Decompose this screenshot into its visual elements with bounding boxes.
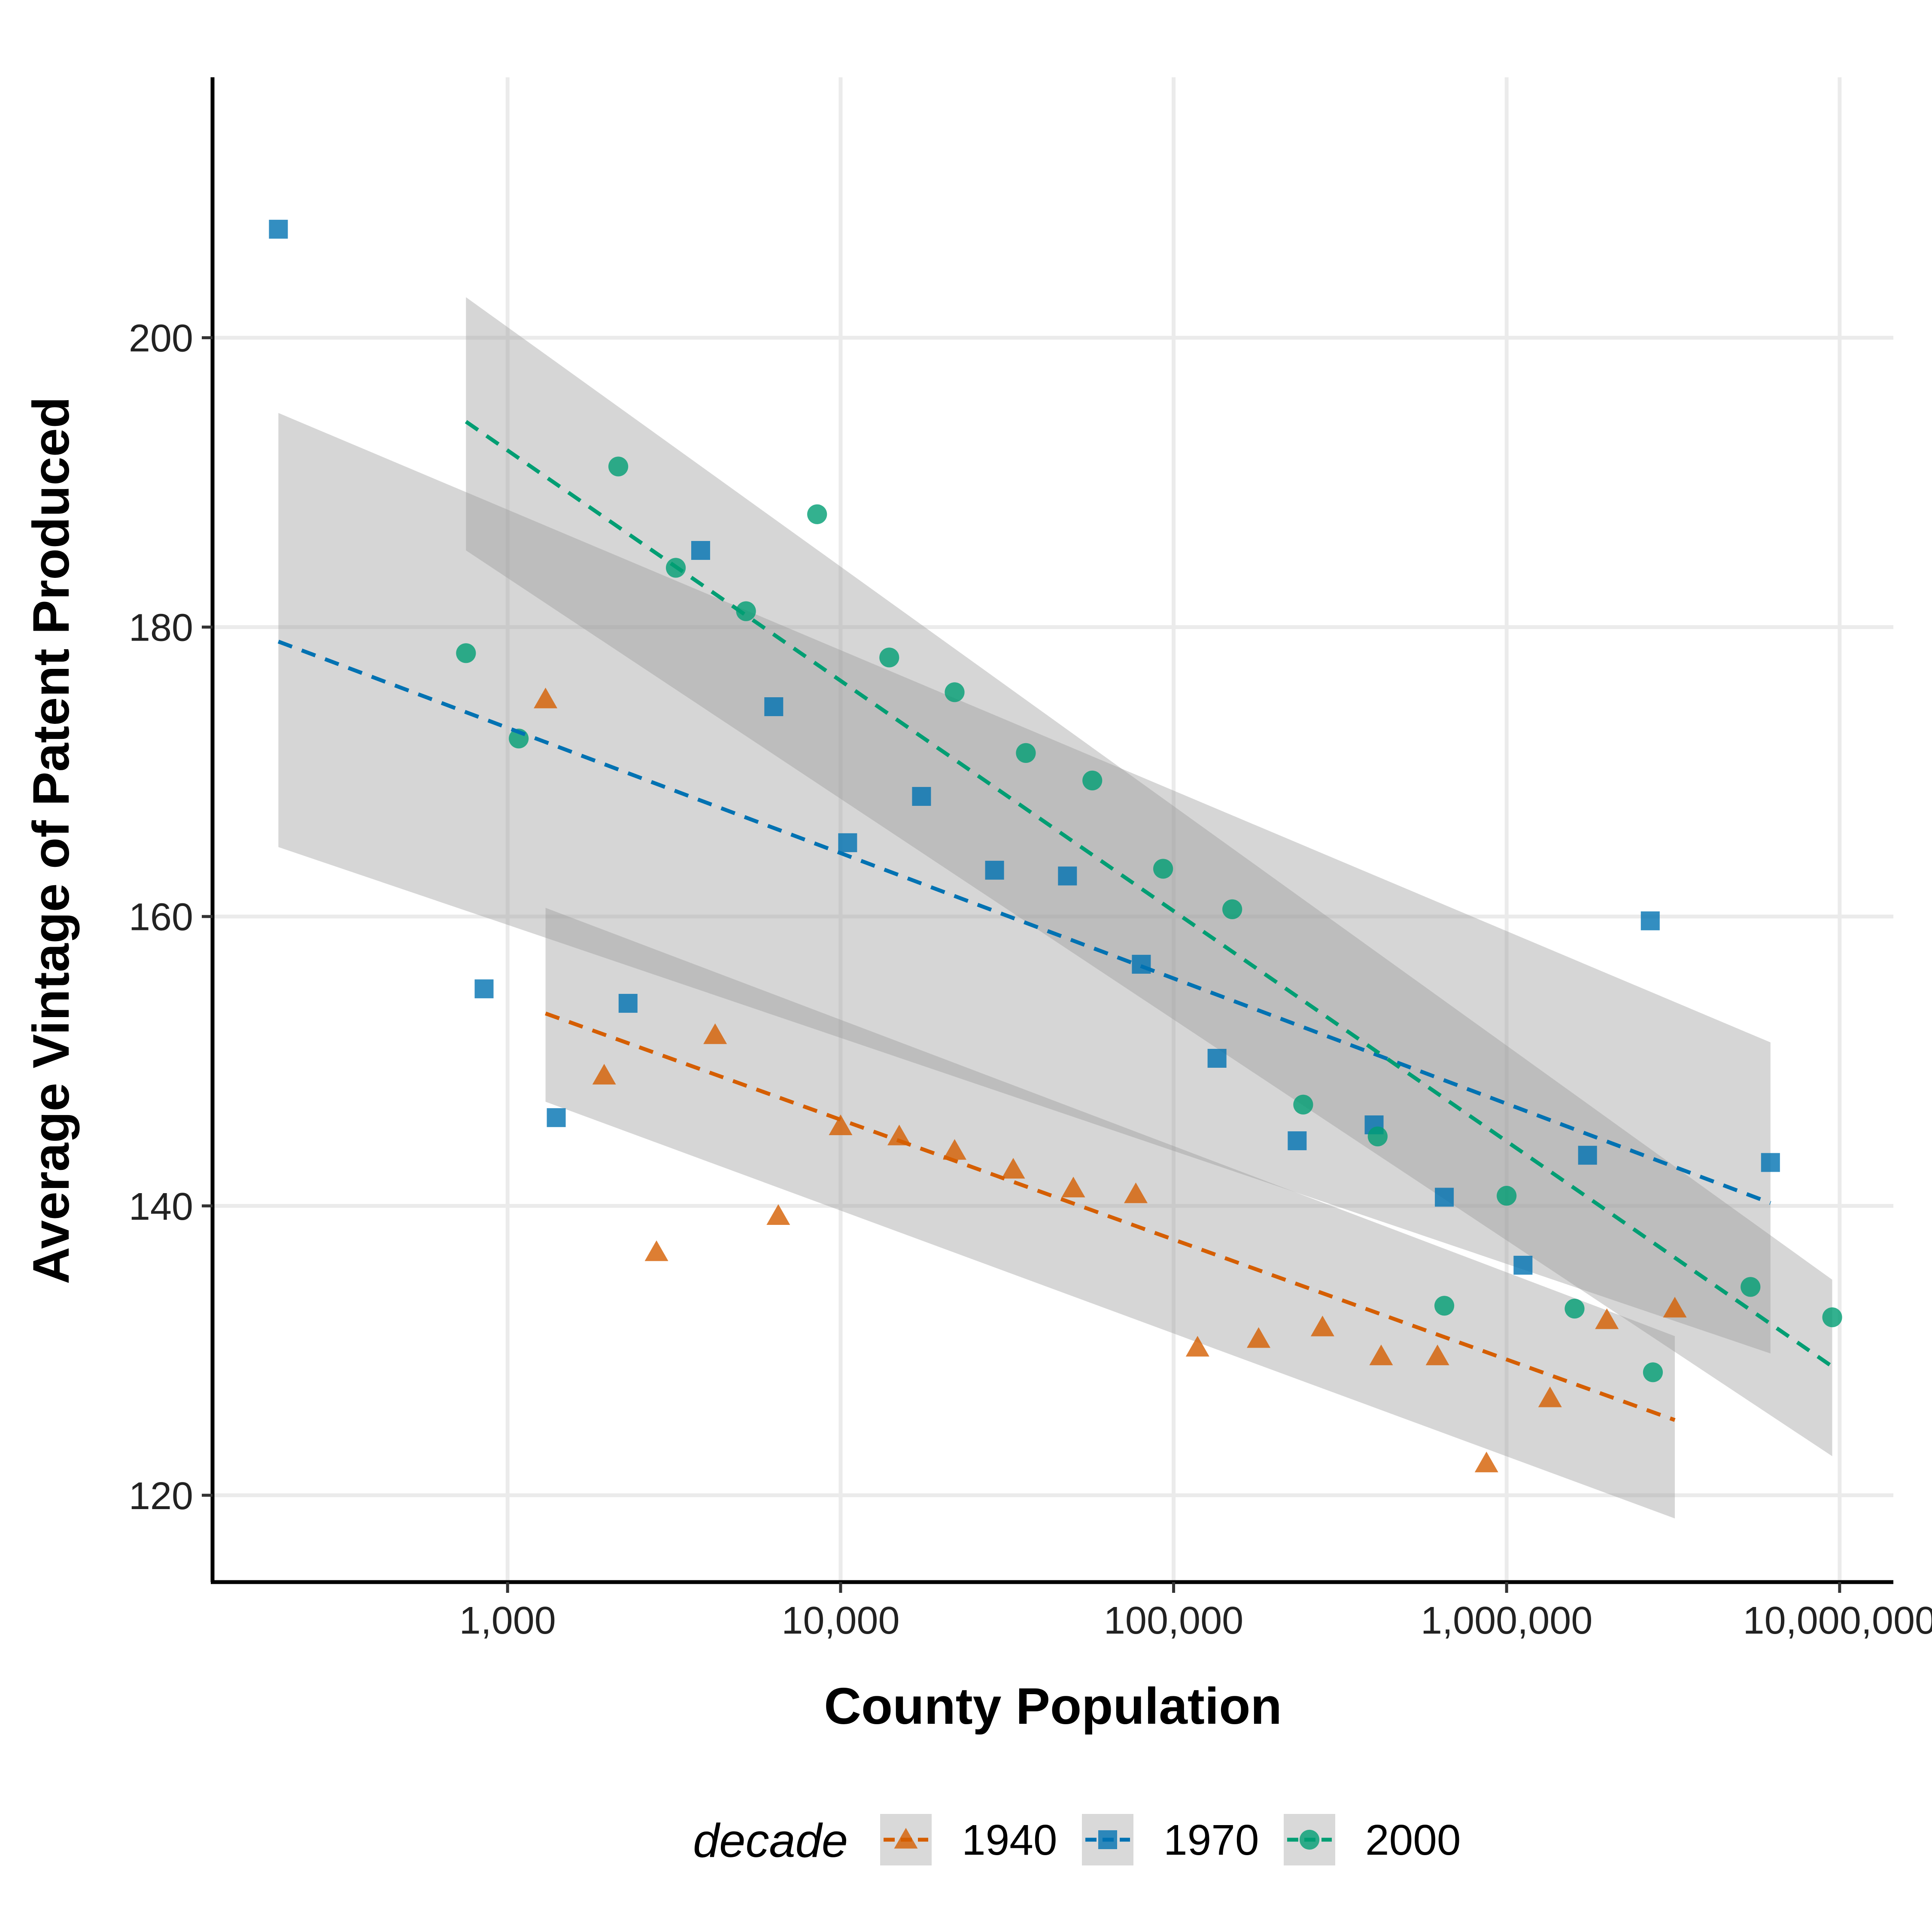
legend: decade 1940 1970 2000 <box>693 1814 1461 1867</box>
point-1940 <box>703 1023 727 1044</box>
y-tick-label: 140 <box>129 1185 193 1228</box>
legend-title: decade <box>693 1814 848 1867</box>
legend-key-marker-2000 <box>1299 1829 1320 1850</box>
point-2000 <box>1153 859 1173 879</box>
y-tick-label: 120 <box>129 1475 193 1518</box>
legend-label-1970: 1970 <box>1163 1816 1259 1864</box>
point-2000 <box>1497 1186 1517 1206</box>
point-1940 <box>1595 1308 1619 1329</box>
point-1940 <box>766 1204 790 1225</box>
trend-line-1970 <box>277 640 1771 1205</box>
legend-label-1940: 1940 <box>962 1816 1057 1864</box>
point-1940 <box>1061 1176 1085 1197</box>
point-1940 <box>644 1240 668 1261</box>
point-1970 <box>1761 1153 1780 1172</box>
trend-line-1940 <box>545 1012 1676 1422</box>
point-2000 <box>879 647 899 668</box>
point-2000 <box>1082 770 1103 791</box>
point-1940 <box>1247 1327 1271 1348</box>
point-2000 <box>945 682 965 702</box>
point-1970 <box>912 787 931 806</box>
confidence-bands <box>278 297 1832 1519</box>
point-1970 <box>1435 1188 1454 1207</box>
point-2000 <box>1293 1094 1313 1115</box>
trend-line-2000 <box>465 420 1834 1368</box>
point-1940 <box>1369 1344 1393 1365</box>
legend-label-2000: 2000 <box>1365 1816 1461 1864</box>
point-1940 <box>1001 1157 1025 1179</box>
point-1970 <box>1288 1131 1307 1151</box>
point-2000 <box>1016 743 1036 763</box>
point-1940 <box>1663 1297 1687 1318</box>
point-1970 <box>1513 1255 1533 1275</box>
point-1940 <box>1474 1452 1498 1473</box>
point-2000 <box>736 601 756 621</box>
y-tick-label: 180 <box>129 607 193 650</box>
y-axis-title: Average Vintage of Patent Produced <box>22 397 80 1284</box>
point-2000 <box>1822 1307 1842 1327</box>
x-tick-label: 1,000 <box>459 1599 556 1642</box>
data-points <box>269 219 1842 1473</box>
point-1970 <box>1058 866 1077 886</box>
point-2000 <box>608 456 629 477</box>
point-1940 <box>887 1124 911 1145</box>
point-1940 <box>943 1139 967 1160</box>
tick-labels: 120 140 160 180 200 1,000 10,000 100,000 1,000,0… <box>129 317 1932 1642</box>
point-1940 <box>1425 1344 1449 1365</box>
point-1970 <box>1578 1145 1597 1165</box>
point-2000 <box>1564 1298 1585 1319</box>
grid <box>213 77 1893 1582</box>
point-1970 <box>985 860 1004 880</box>
point-2000 <box>456 643 476 663</box>
point-1970 <box>764 697 784 717</box>
point-1970 <box>1207 1048 1227 1068</box>
legend-key-marker-1970 <box>1098 1830 1117 1849</box>
x-tick-label: 1,000,000 <box>1421 1599 1592 1642</box>
point-1940 <box>534 687 558 708</box>
point-2000 <box>1741 1277 1761 1297</box>
point-1940 <box>1310 1315 1334 1337</box>
confidence-band-1970 <box>278 413 1771 1354</box>
point-1940 <box>1185 1336 1209 1357</box>
point-1970 <box>838 833 857 852</box>
point-2000 <box>1222 899 1242 919</box>
confidence-band-1940 <box>545 908 1675 1519</box>
point-2000 <box>807 504 827 524</box>
point-2000 <box>1434 1296 1455 1316</box>
legend-key-marker-1940 <box>894 1828 918 1849</box>
axes <box>210 77 1893 1584</box>
x-tick-label: 10,000,000 <box>1743 1599 1932 1642</box>
point-1970 <box>474 979 494 999</box>
point-1970 <box>691 541 710 560</box>
point-1940 <box>1124 1182 1148 1203</box>
point-1970 <box>1640 911 1660 930</box>
point-1970 <box>547 1108 566 1127</box>
point-2000 <box>1643 1362 1663 1382</box>
x-tick-label: 100,000 <box>1104 1599 1243 1642</box>
y-tick-label: 200 <box>129 317 193 360</box>
point-1970 <box>269 219 288 239</box>
x-tick-label: 10,000 <box>781 1599 899 1642</box>
point-1940 <box>829 1114 853 1136</box>
point-1970 <box>1132 954 1151 974</box>
point-1970 <box>618 993 638 1013</box>
confidence-band-2000 <box>466 297 1832 1456</box>
y-tick-label: 160 <box>129 896 193 939</box>
x-axis-title: County Population <box>824 1677 1282 1735</box>
point-1940 <box>592 1063 616 1085</box>
point-1940 <box>1538 1386 1562 1407</box>
point-2000 <box>1367 1126 1388 1147</box>
trend-lines <box>277 420 1834 1422</box>
